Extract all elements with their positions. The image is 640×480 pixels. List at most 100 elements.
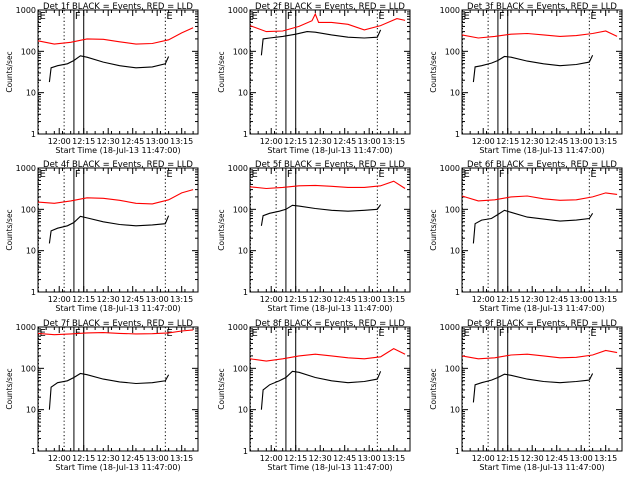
y-tick-label: 1	[31, 288, 36, 297]
y-tick-label: 100	[21, 205, 36, 214]
x-tick-label: 12:45	[545, 295, 568, 304]
x-tick-label: 13:00	[358, 454, 381, 463]
y-tick-label: 1000	[440, 164, 460, 173]
lld-series-line	[461, 349, 618, 360]
x-tick-label: 13:00	[358, 295, 381, 304]
y-axis-label: Counts/sec	[429, 51, 438, 92]
x-tick-label: 12:45	[545, 137, 568, 146]
y-tick-label: 1000	[440, 323, 460, 332]
x-axis-label: Start Time (18-Jul-13 11:47:00)	[267, 463, 392, 472]
x-tick-label: 12:45	[121, 295, 144, 304]
x-tick-label: 12:00	[48, 137, 71, 146]
x-tick-label: 12:00	[48, 454, 71, 463]
x-tick-label: 12:45	[333, 295, 356, 304]
y-axis-label: Counts/sec	[5, 368, 14, 409]
y-tick-label: 100	[445, 205, 460, 214]
y-axis-label: Counts/sec	[429, 209, 438, 250]
y-tick-label: 1	[243, 130, 248, 139]
x-tick-label: 12:15	[284, 454, 307, 463]
chart-panel-5: Det 5f BLACK = Events, RED = LLD 1 10 100 10…	[217, 160, 411, 313]
events-series-line	[260, 29, 382, 56]
marker-label: E	[464, 11, 470, 22]
marker-label: E	[590, 169, 596, 180]
x-tick-label: 13:15	[170, 137, 193, 146]
x-tick-label: 12:00	[472, 454, 495, 463]
y-tick-label: 1000	[228, 323, 248, 332]
x-tick-label: 12:00	[260, 454, 283, 463]
x-tick-label: 13:15	[594, 137, 617, 146]
x-tick-label: 12:30	[521, 454, 544, 463]
y-tick-label: 1000	[228, 164, 248, 173]
lld-series-line	[461, 192, 618, 202]
lld-series-line	[249, 180, 406, 190]
lld-series-line	[249, 12, 406, 33]
chart-panel-4: Det 4f BLACK = Events, RED = LLD 1 10 100 10…	[5, 160, 199, 313]
x-tick-label: 13:15	[170, 454, 193, 463]
events-series-line	[48, 55, 170, 83]
y-tick-label: 1	[31, 130, 36, 139]
chart-panel-6: Det 6f BLACK = Events, RED = LLD 1 10 100 10…	[429, 160, 623, 313]
x-tick-label: 12:45	[121, 137, 144, 146]
x-tick-label: 12:30	[97, 137, 120, 146]
x-tick-label: 12:15	[284, 295, 307, 304]
x-tick-label: 12:30	[97, 295, 120, 304]
lld-series-line	[461, 30, 618, 39]
x-tick-label: 13:00	[570, 454, 593, 463]
x-tick-label: 13:15	[382, 454, 405, 463]
marker-label: E	[166, 169, 172, 180]
marker-label: F	[75, 11, 81, 22]
chart-title: Det 3f BLACK = Events, RED = LLD	[467, 2, 617, 12]
x-tick-label: 13:00	[146, 454, 169, 463]
x-tick-label: 12:15	[496, 137, 519, 146]
x-tick-label: 12:45	[333, 454, 356, 463]
y-tick-label: 10	[450, 89, 460, 98]
y-tick-label: 1000	[16, 164, 36, 173]
y-tick-label: 1	[243, 288, 248, 297]
marker-label: E	[378, 169, 384, 180]
x-tick-label: 12:15	[72, 454, 95, 463]
y-tick-label: 100	[21, 364, 36, 373]
events-series-line	[260, 204, 382, 226]
marker-label: E	[464, 169, 470, 180]
plot-frame	[249, 326, 411, 452]
chart-panel-2: Det 2f BLACK = Events, RED = LLD 1 10 100 10…	[217, 2, 411, 155]
lld-series-line	[37, 189, 194, 205]
y-tick-label: 10	[450, 247, 460, 256]
y-tick-label: 10	[238, 89, 248, 98]
y-axis-label: Counts/sec	[217, 368, 226, 409]
marker-label: E	[252, 11, 258, 22]
y-tick-label: 100	[233, 364, 248, 373]
y-tick-label: 100	[21, 47, 36, 56]
x-tick-label: 12:00	[260, 295, 283, 304]
plot-frame	[37, 167, 199, 293]
y-tick-label: 10	[238, 247, 248, 256]
marker-label: E	[166, 328, 172, 339]
x-axis-label: Start Time (18-Jul-13 11:47:00)	[267, 304, 392, 313]
marker-label: F	[499, 169, 505, 180]
marker-label: E	[590, 11, 596, 22]
plot-frame	[461, 9, 623, 135]
x-axis-label: Start Time (18-Jul-13 11:47:00)	[55, 304, 180, 313]
x-tick-label: 12:45	[333, 137, 356, 146]
events-series-line	[48, 215, 170, 244]
y-tick-label: 1	[455, 288, 460, 297]
marker-label: E	[378, 11, 384, 22]
marker-label: F	[499, 328, 505, 339]
marker-label: E	[252, 328, 258, 339]
x-tick-label: 12:15	[496, 454, 519, 463]
plot-frame	[37, 9, 199, 135]
x-tick-label: 12:45	[545, 454, 568, 463]
x-tick-label: 13:00	[358, 137, 381, 146]
x-tick-label: 12:45	[121, 454, 144, 463]
y-axis-label: Counts/sec	[5, 51, 14, 92]
y-tick-label: 1	[455, 130, 460, 139]
plot-frame	[37, 326, 199, 452]
y-axis-label: Counts/sec	[217, 51, 226, 92]
y-tick-label: 1	[243, 447, 248, 456]
x-axis-label: Start Time (18-Jul-13 11:47:00)	[55, 146, 180, 155]
x-tick-label: 12:30	[97, 454, 120, 463]
y-tick-label: 100	[233, 205, 248, 214]
y-tick-label: 100	[445, 47, 460, 56]
x-tick-label: 12:15	[496, 295, 519, 304]
